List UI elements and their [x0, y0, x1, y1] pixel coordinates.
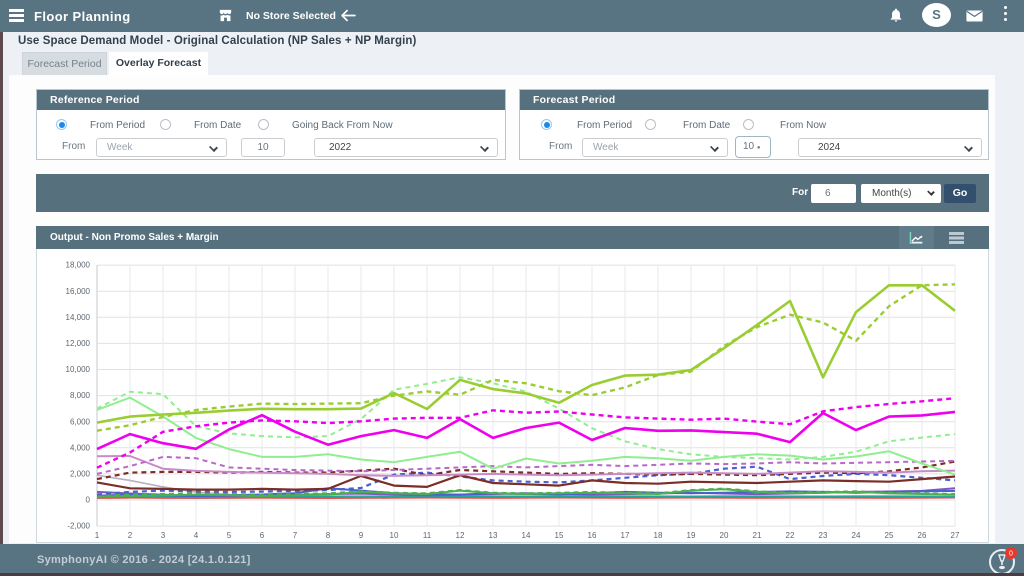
svg-text:0: 0 [86, 496, 91, 505]
svg-text:19: 19 [687, 531, 696, 540]
svg-text:14,000: 14,000 [66, 313, 91, 322]
svg-text:5: 5 [227, 531, 232, 540]
svg-text:15: 15 [555, 531, 564, 540]
svg-text:1: 1 [95, 531, 100, 540]
svg-text:9: 9 [359, 531, 364, 540]
svg-text:4,000: 4,000 [70, 443, 91, 452]
svg-text:25: 25 [885, 531, 894, 540]
svg-text:14: 14 [522, 531, 531, 540]
svg-text:12,000: 12,000 [66, 339, 91, 348]
svg-text:7: 7 [293, 531, 298, 540]
svg-text:6,000: 6,000 [70, 417, 91, 426]
svg-text:0: 0 [1009, 551, 1013, 558]
svg-text:16,000: 16,000 [66, 287, 91, 296]
svg-text:8,000: 8,000 [70, 391, 91, 400]
svg-text:4: 4 [194, 531, 199, 540]
svg-text:11: 11 [423, 531, 432, 540]
svg-text:10: 10 [390, 531, 399, 540]
svg-text:18: 18 [654, 531, 663, 540]
svg-text:23: 23 [819, 531, 828, 540]
svg-text:6: 6 [260, 531, 265, 540]
svg-text:12: 12 [456, 531, 465, 540]
svg-text:24: 24 [852, 531, 861, 540]
svg-text:27: 27 [951, 531, 960, 540]
svg-text:2,000: 2,000 [70, 470, 91, 479]
svg-text:10,000: 10,000 [66, 365, 91, 374]
svg-text:16: 16 [588, 531, 597, 540]
svg-text:3: 3 [161, 531, 166, 540]
svg-text:21: 21 [753, 531, 762, 540]
svg-text:2: 2 [128, 531, 133, 540]
svg-text:8: 8 [326, 531, 331, 540]
svg-text:18,000: 18,000 [66, 261, 91, 270]
svg-text:13: 13 [489, 531, 498, 540]
svg-text:22: 22 [786, 531, 795, 540]
svg-text:17: 17 [621, 531, 630, 540]
svg-text:26: 26 [918, 531, 927, 540]
svg-text:20: 20 [720, 531, 729, 540]
svg-text:-2,000: -2,000 [67, 522, 90, 531]
